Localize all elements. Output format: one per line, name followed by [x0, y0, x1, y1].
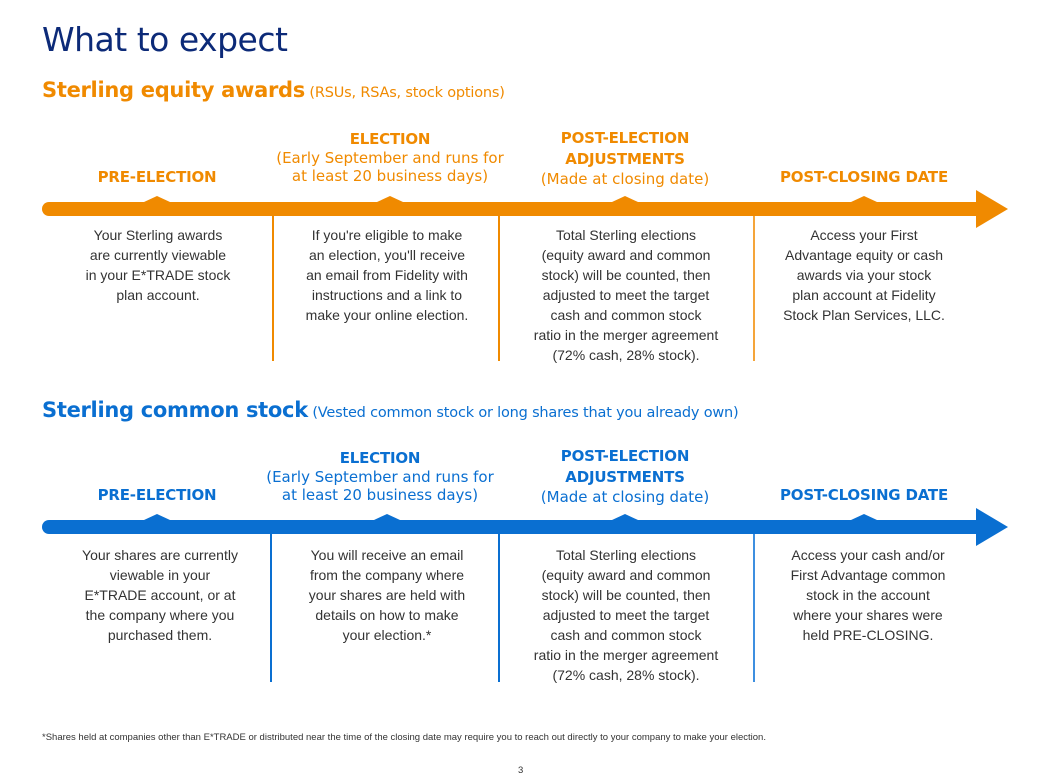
- equity-divider: [498, 216, 500, 361]
- stock-phase-election-label: ELECTION (Early September and runs for a…: [266, 449, 494, 504]
- stock-phase-post-closing-description: Access your cash and/or First Advantage …: [790, 547, 946, 643]
- stock-phase-post-election-description: Total Sterling elections (equity award a…: [533, 547, 719, 683]
- stock-notch-icon: [851, 514, 877, 520]
- phase-title: ELECTION: [349, 130, 431, 148]
- equity-phase-pre-election-label: PRE-ELECTION: [98, 168, 217, 187]
- equity-phase-post-closing-description: Access your First Advantage equity or ca…: [783, 227, 945, 323]
- page-number: 3: [518, 765, 524, 776]
- equity-awards-subtitle: (RSUs, RSAs, stock options): [309, 85, 505, 101]
- footnote: *Shares held at companies other than E*T…: [42, 732, 766, 743]
- phase-subtitle: (Early September and runs for at least 2…: [266, 468, 494, 504]
- phase-subtitle: (Made at closing date): [540, 488, 710, 506]
- stock-notch-icon: [374, 514, 400, 520]
- stock-phase-post-election-label: POST-ELECTION ADJUSTMENTS (Made at closi…: [541, 446, 709, 506]
- phase-title: POST-ELECTION ADJUSTMENTS: [560, 447, 690, 486]
- stock-notch-icon: [612, 514, 638, 520]
- phase-title: POST-CLOSING DATE: [779, 486, 949, 504]
- equity-timeline-arrowhead-icon: [976, 190, 1008, 228]
- stock-phase-pre-election-description: Your shares are currently viewable in yo…: [82, 547, 238, 643]
- stock-divider: [753, 534, 755, 682]
- phase-title: POST-ELECTION ADJUSTMENTS: [560, 129, 690, 168]
- equity-phase-election-description: If you're eligible to make an election, …: [305, 227, 469, 323]
- equity-phase-election-label: ELECTION (Early September and runs for a…: [276, 130, 504, 185]
- equity-timeline-bar: [42, 202, 982, 216]
- common-stock-subtitle: (Vested common stock or long shares that…: [312, 405, 739, 421]
- equity-notch-icon: [144, 196, 170, 202]
- equity-phase-post-election-label: POST-ELECTION ADJUSTMENTS (Made at closi…: [541, 128, 709, 188]
- stock-divider: [498, 534, 500, 682]
- phase-title: PRE-ELECTION: [97, 486, 217, 504]
- equity-notch-icon: [851, 196, 877, 202]
- common-stock-title: Sterling common stock: [42, 398, 308, 422]
- stock-phase-pre-election-label: PRE-ELECTION: [98, 486, 217, 505]
- equity-awards-heading: Sterling equity awards (RSUs, RSAs, stoc…: [42, 78, 505, 102]
- page-title: What to expect: [42, 20, 288, 59]
- equity-notch-icon: [612, 196, 638, 202]
- equity-phase-pre-election-description: Your Sterling awards are currently viewa…: [85, 227, 231, 303]
- equity-divider: [753, 216, 755, 361]
- common-stock-heading: Sterling common stock (Vested common sto…: [42, 398, 739, 422]
- stock-notch-icon: [144, 514, 170, 520]
- equity-phase-post-closing-label: POST-CLOSING DATE: [780, 168, 948, 187]
- stock-timeline-arrowhead-icon: [976, 508, 1008, 546]
- phase-title: PRE-ELECTION: [97, 168, 217, 186]
- phase-subtitle: (Early September and runs for at least 2…: [276, 149, 504, 185]
- stock-divider: [270, 534, 272, 682]
- stock-timeline-bar: [42, 520, 982, 534]
- phase-title: ELECTION: [339, 449, 421, 467]
- stock-phase-post-closing-label: POST-CLOSING DATE: [780, 486, 948, 505]
- equity-divider: [272, 216, 274, 361]
- phase-subtitle: (Made at closing date): [540, 170, 710, 188]
- phase-title: POST-CLOSING DATE: [779, 168, 949, 186]
- equity-awards-title: Sterling equity awards: [42, 78, 305, 102]
- equity-notch-icon: [377, 196, 403, 202]
- equity-phase-post-election-description: Total Sterling elections (equity award a…: [533, 227, 719, 363]
- stock-phase-election-description: You will receive an email from the compa…: [308, 547, 466, 643]
